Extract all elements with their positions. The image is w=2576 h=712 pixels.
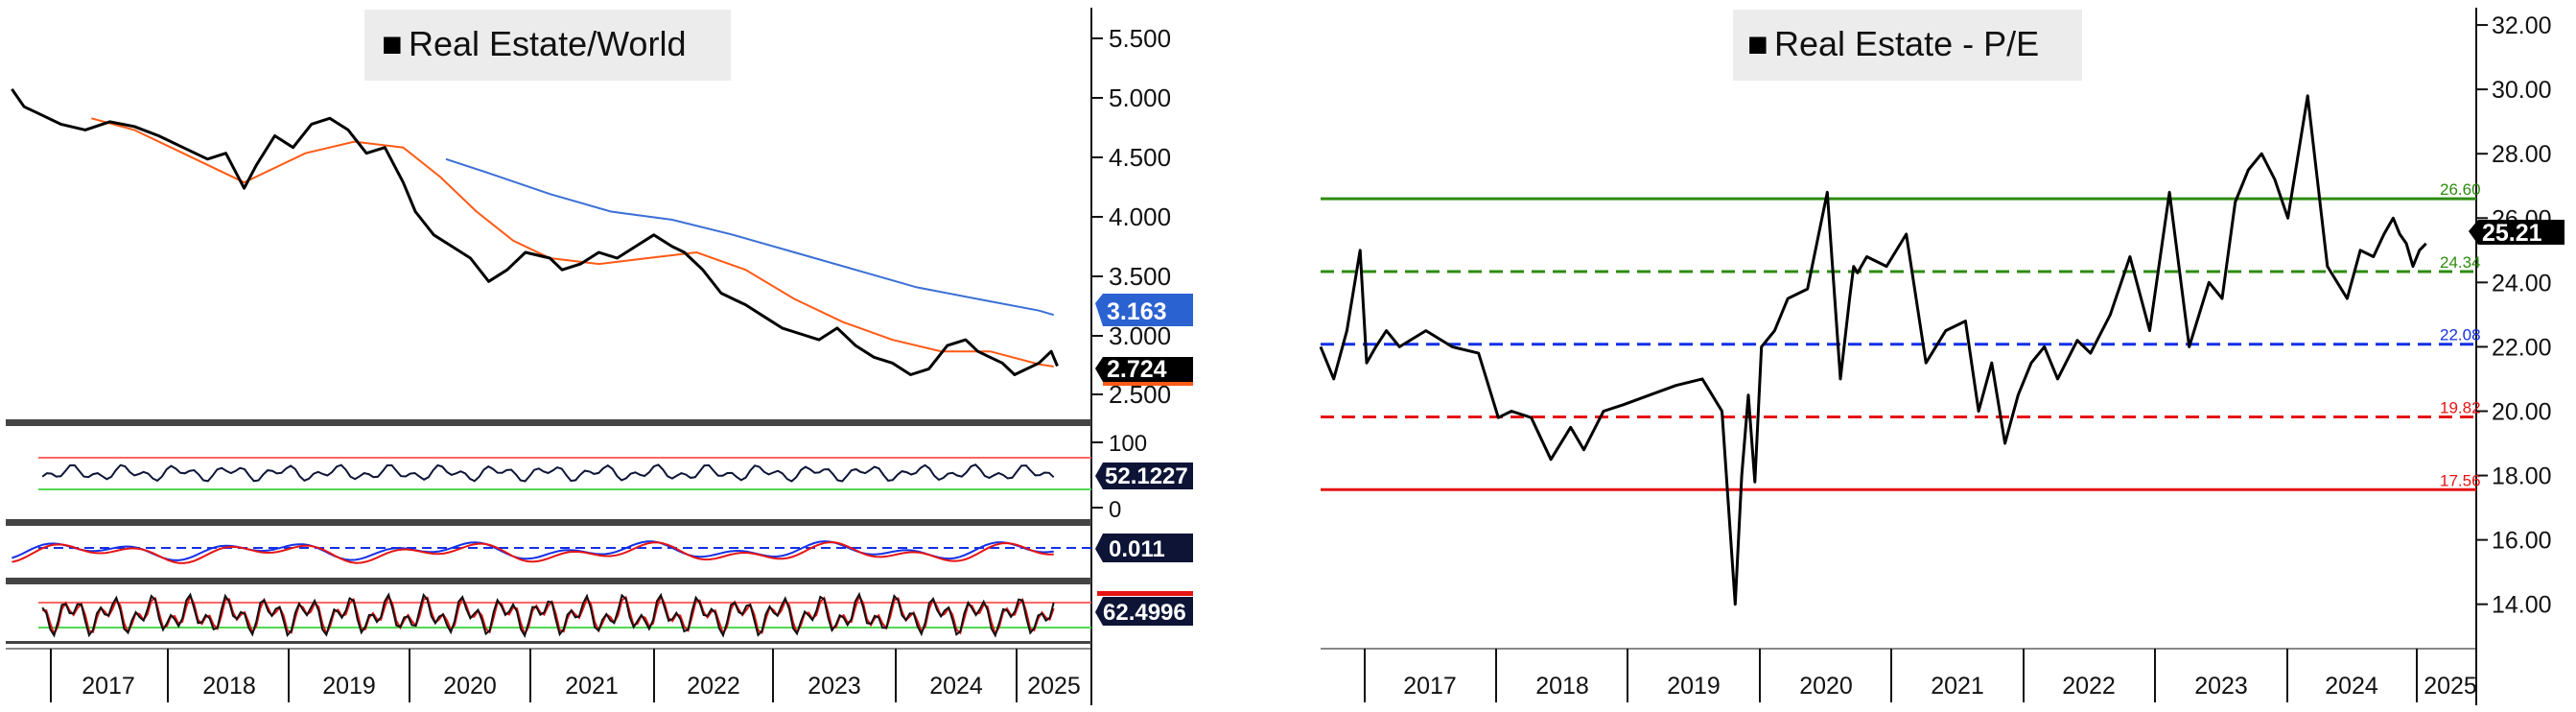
panel-separator: [6, 419, 1091, 426]
macd-line: [12, 540, 1054, 561]
reference-line-label: 22.08: [2440, 326, 2481, 344]
left-x-tick-label: 2022: [687, 673, 740, 700]
left-x-tick-label: 2020: [443, 673, 497, 700]
stoch-signal-line: [42, 593, 1055, 637]
left-chart-title: Real Estate/World: [409, 24, 686, 63]
left-ma-orange-line: [91, 117, 1054, 368]
right-ytick-label: 16.00: [2492, 528, 2552, 555]
left-x-tick-label: 2024: [929, 673, 983, 700]
panel-separator: [6, 578, 1091, 584]
left-ma-tag-bg: [1095, 294, 1193, 326]
rsi-ytick-label: 100: [1109, 431, 1147, 457]
right-ytick-label: 24.00: [2492, 270, 2552, 297]
right-ytick-label: 22.00: [2492, 334, 2552, 361]
left-chart: ■ Real Estate/World 5.500 5.000 4.500 4.…: [6, 8, 1193, 705]
right-last-tag-bg: [2469, 220, 2564, 245]
macd-value-tag: 0.011: [1109, 536, 1165, 562]
rsi-value-tag-bg: [1095, 463, 1193, 489]
stoch-value-tag: 62.4996: [1103, 600, 1186, 626]
right-legend-marker: ■: [1747, 24, 1768, 63]
reference-line-label: 26.60: [2440, 180, 2481, 199]
left-x-tick-label: 2025: [1027, 673, 1081, 700]
panel-separator: [6, 519, 1091, 526]
right-x-tick-label: 2021: [1931, 673, 1984, 700]
left-y-ticks: 5.500 5.000 4.500 4.000 3.500 3.000 2.50…: [1091, 24, 1171, 409]
right-chart: ■ Real Estate - P/E 14.00 16.00 18.00 20.00…: [1319, 8, 2564, 705]
right-x-tick-label: 2024: [2325, 673, 2378, 700]
right-ytick-label: 18.00: [2492, 463, 2552, 490]
right-ytick-label: 32.00: [2492, 12, 2552, 39]
rsi-value-tag: 52.1227: [1105, 463, 1188, 489]
left-ma-value-tag: 3.163: [1095, 294, 1193, 326]
left-ytick-label: 4.500: [1109, 143, 1171, 172]
left-price-tag-text: 2.724: [1107, 356, 1167, 383]
left-title-box: [364, 10, 731, 81]
rsi-line: [41, 463, 1055, 483]
right-last-tag-text: 25.21: [2482, 220, 2542, 247]
left-x-tick-label: 2023: [808, 673, 861, 700]
right-x-tick-label: 2017: [1403, 673, 1457, 700]
right-x-tick-label: 2025: [2424, 673, 2477, 700]
macd-panel: 0.011: [12, 534, 1193, 564]
right-last-value-tag: 25.21: [2469, 220, 2564, 247]
left-price-tag-bg: [1095, 357, 1193, 382]
reference-line-label: 19.82: [2440, 399, 2481, 417]
stoch-line: [41, 591, 1055, 638]
right-reference-lines: 26.60 24.34 22.08 19.82 17.56: [1321, 180, 2481, 491]
right-x-axis: 2017 2018 2019 2020 2021 2022 2023 2024 2025: [1321, 648, 2477, 702]
right-ytick-label: 14.00: [2492, 592, 2552, 619]
left-ytick-label: 4.000: [1109, 202, 1171, 231]
left-ytick-label: 5.500: [1109, 24, 1171, 53]
stoch-value-tag-bg: [1095, 597, 1193, 626]
left-ma-blue-line: [445, 157, 1054, 317]
left-x-tick-label: 2019: [322, 673, 376, 700]
reference-line-label: 17.56: [2440, 471, 2481, 489]
left-x-tick-label: 2018: [202, 673, 256, 700]
panel-separator: [6, 641, 1091, 644]
left-ytick-label: 3.500: [1109, 262, 1171, 291]
left-x-axis: 2017 2018 2019 2020 2021 2022 2023 2024 2025: [6, 648, 1091, 702]
left-price-line: [11, 88, 1059, 376]
stochastic-panel: 62.4996: [38, 591, 1193, 638]
stoch-tag-red-bar: [1097, 591, 1193, 596]
rsi-ytick-label: 0: [1109, 497, 1121, 523]
left-ma-tag-text: 3.163: [1107, 298, 1167, 325]
right-x-tick-label: 2023: [2194, 673, 2248, 700]
macd-signal-line: [12, 541, 1054, 564]
right-x-tick-label: 2020: [1799, 673, 1853, 700]
left-x-tick-label: 2017: [82, 673, 135, 700]
macd-value-tag-bg: [1095, 534, 1193, 562]
right-title-box: [1733, 10, 2082, 81]
right-y-ticks: 14.0016.0018.0020.0022.0024.0026.0028.00…: [2476, 12, 2552, 619]
right-ytick-label: 30.00: [2492, 77, 2552, 104]
left-ytick-label: 5.000: [1109, 83, 1171, 112]
right-pe-line: [1319, 94, 2427, 606]
right-x-tick-label: 2019: [1667, 673, 1721, 700]
right-ytick-label: 20.00: [2492, 398, 2552, 425]
right-x-tick-label: 2022: [2062, 673, 2116, 700]
right-chart-title: Real Estate - P/E: [1774, 24, 2039, 63]
left-price-tag-underline: [1103, 382, 1193, 386]
left-legend-marker: ■: [382, 24, 403, 63]
rsi-panel: 100 50 0 52.1227: [38, 431, 1193, 523]
right-ytick-label: 28.00: [2492, 141, 2552, 168]
left-x-tick-label: 2021: [565, 673, 619, 700]
reference-line-label: 24.34: [2440, 253, 2481, 272]
right-x-tick-label: 2018: [1535, 673, 1589, 700]
left-price-value-tag: 2.724: [1095, 356, 1193, 386]
